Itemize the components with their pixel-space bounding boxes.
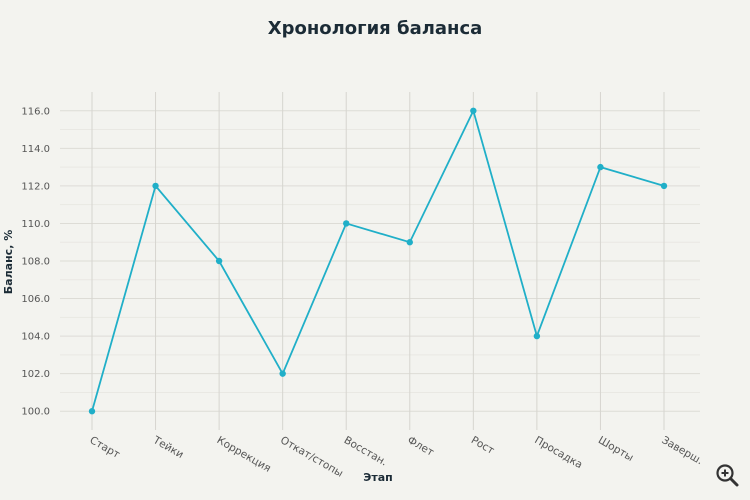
series-line [91, 108, 665, 412]
x-tick-label: Коррекция [215, 434, 273, 475]
x-tick-label: Тейки [150, 434, 185, 461]
x-tick-label: Заверш. [660, 434, 705, 467]
zoom-in-icon [716, 464, 739, 487]
series-points [88, 107, 668, 415]
x-axis-label: Этап [363, 471, 392, 484]
data-point[interactable] [279, 370, 286, 377]
x-tick-label: Откат/стопы [278, 434, 345, 480]
data-point[interactable] [533, 332, 541, 340]
y-tick-label: 102.0 [21, 369, 50, 380]
y-tick-label: 112.0 [21, 181, 50, 192]
data-point[interactable] [406, 239, 413, 246]
grid-lines [60, 92, 700, 430]
chart-title: Хронология баланса [267, 18, 483, 39]
x-tick-label: Шорты [596, 434, 636, 464]
y-axis-ticks: 100.0 102.0 104.0 106.0 108.0 110.0 112.0 114.0… [21, 106, 50, 417]
y-tick-label: 104.0 [21, 332, 50, 343]
zoom-button[interactable] [714, 462, 740, 488]
data-point[interactable] [660, 182, 668, 190]
data-point[interactable] [343, 220, 350, 227]
y-tick-label: 114.0 [21, 144, 50, 155]
data-point[interactable] [152, 182, 159, 190]
x-tick-label: Рост [469, 434, 496, 457]
x-tick-label: Просадка [532, 434, 584, 471]
y-tick-label: 110.0 [21, 219, 50, 230]
x-tick-label: Восстан. [342, 434, 390, 468]
y-tick-label: 100.0 [21, 407, 50, 418]
y-tick-label: 108.0 [21, 257, 50, 268]
y-tick-label: 116.0 [21, 106, 50, 117]
data-point[interactable] [88, 408, 96, 415]
x-tick-label: Старт [88, 434, 122, 461]
y-axis-label: Баланс, % [2, 230, 15, 294]
x-tick-label: Флет [405, 434, 436, 459]
y-tick-label: 106.0 [21, 294, 50, 305]
data-point[interactable] [215, 257, 223, 265]
data-point[interactable] [470, 107, 477, 114]
data-point[interactable] [597, 163, 604, 171]
